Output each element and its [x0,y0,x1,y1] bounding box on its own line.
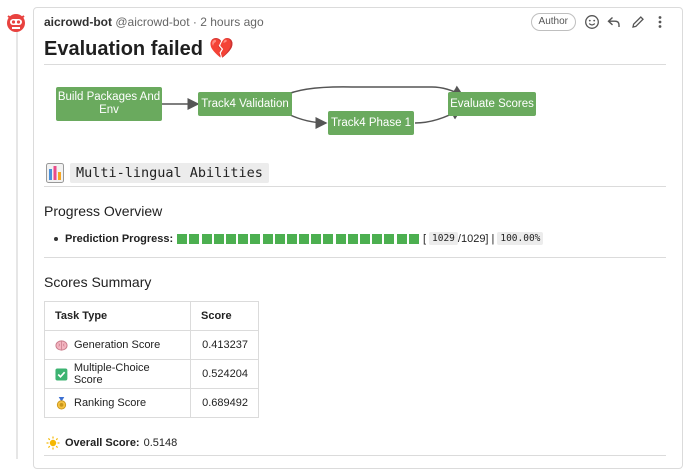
progress-total: /1029] [457,232,489,245]
smiley-icon[interactable] [584,14,600,30]
score-value: 0.413237 [190,330,259,360]
progress-pipe: | [491,232,495,245]
progress-square [323,233,334,244]
node-track4-validation: Track4 Validation [198,92,292,116]
author-badge: Author [530,13,576,31]
progress-square [311,233,322,244]
task-cell: Ranking Score [44,388,191,418]
table-row: Multiple-Choice Score 0.524204 [44,359,259,389]
progress-square [384,233,395,244]
progress-heading: Progress Overview [44,203,163,219]
progress-square [213,233,224,244]
bar-chart-icon [46,163,64,183]
divider [44,257,666,258]
progress-square [372,233,383,244]
pencil-icon[interactable] [630,14,646,30]
table-row: Generation Score 0.413237 [44,330,259,360]
progress-square [286,233,297,244]
comment-card: aicrowd-bot @aicrowd-bot · 2 hours ago A… [33,7,683,469]
progress-square [238,233,249,244]
progress-label: Prediction Progress: [65,232,174,245]
aicrowd-avatar-icon[interactable] [4,10,28,34]
more-options-icon[interactable] [652,14,668,30]
divider [44,455,666,456]
progress-square [262,233,273,244]
comment-header: aicrowd-bot @aicrowd-bot · 2 hours ago [44,15,672,35]
task-cell: Multiple-Choice Score [44,359,191,389]
task-name: Generation Score [74,339,161,351]
progress-percent: 100.00% [497,232,544,245]
table-row: Ranking Score 0.689492 [44,388,259,418]
node-build-packages: Build Packages And Env [56,87,162,121]
progress-square [396,233,407,244]
edge-validation-phase1 [287,113,328,129]
meta-separator: · [192,15,197,29]
section-heading: Multi-lingual Abilities [46,161,269,185]
broken-heart-icon: 💔 [208,38,234,60]
column-header-task-type: Task Type [44,301,191,331]
check-mark-icon [55,368,68,380]
title-text: Evaluation failed [44,38,203,60]
progress-square [274,233,285,244]
task-name: Ranking Score [74,397,147,409]
author-name[interactable]: aicrowd-bot [44,15,112,29]
edge-validation-evaluate [283,85,465,97]
reply-icon[interactable] [606,14,622,30]
overall-score: Overall Score: 0.5148 [46,436,177,450]
timestamp[interactable]: 2 hours ago [200,15,264,29]
progress-bar [177,233,421,244]
divider [44,186,666,187]
task-name: Multiple-Choice Score [73,362,150,386]
author-handle[interactable]: @aicrowd-bot [115,15,190,29]
bullet [54,236,58,241]
divider [44,64,666,65]
score-value: 0.524204 [190,359,259,389]
score-value: 0.689492 [190,388,259,418]
progress-square [360,233,371,244]
scores-table: Task Type Score Generation Score 0.41323… [44,301,259,418]
page-title: Evaluation failed 💔 [44,36,234,61]
overall-score-label: Overall Score: [65,437,140,449]
node-evaluate-scores: Evaluate Scores [448,92,536,116]
task-cell: Generation Score [44,330,191,360]
progress-square [201,233,212,244]
overall-score-value: 0.5148 [143,437,178,449]
scores-heading: Scores Summary [44,274,152,290]
node-track4-phase1: Track4 Phase 1 [328,111,414,135]
progress-square [250,233,261,244]
section-heading-text: Multi-lingual Abilities [70,163,269,183]
progress-square [189,233,200,244]
progress-square [177,233,188,244]
medal-icon [56,396,67,410]
table-header-row: Task Type Score [44,301,259,331]
sun-icon [46,436,60,450]
timeline-line [16,30,18,459]
progress-square [347,233,358,244]
progress-square [408,233,419,244]
column-header-score: Score [190,301,259,331]
brain-icon [55,339,68,351]
pipeline-diagram: Build Packages And Env Track4 Validation… [52,78,572,148]
progress-square [299,233,310,244]
progress-square [335,233,346,244]
progress-square [225,233,236,244]
progress-done-count: 1029 [429,232,458,245]
progress-open-bracket: [ [422,232,427,245]
progress-item: Prediction Progress: [ 1029 /1029] | 100… [54,232,544,245]
